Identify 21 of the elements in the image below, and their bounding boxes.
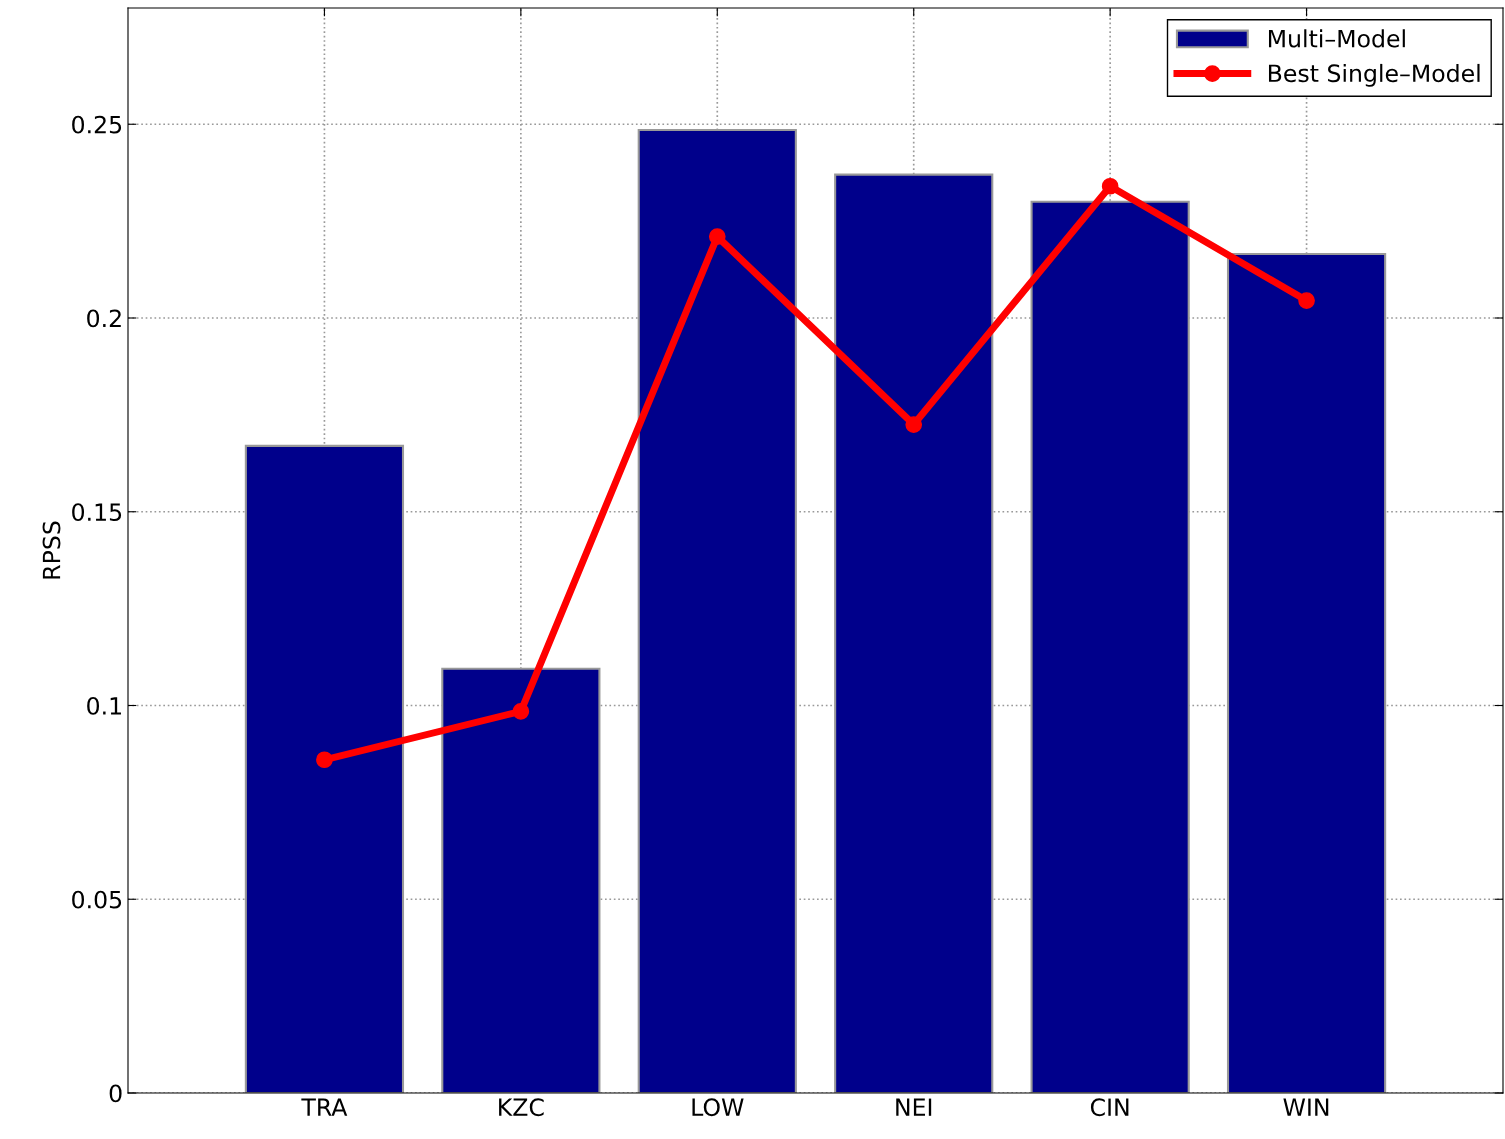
legend-label: Multi–Model — [1268, 29, 1405, 48]
y-tick-label: 0 — [109, 1084, 122, 1103]
x-tick-label: LOW — [692, 1098, 744, 1117]
point — [316, 751, 333, 769]
x-tick-label: TRA — [301, 1098, 348, 1116]
x-tick-label: CIN — [1090, 1098, 1129, 1117]
x-tick-label: NEI — [896, 1098, 932, 1116]
y-tick-label: 0.1 — [87, 696, 121, 715]
point — [512, 702, 530, 720]
y-tick-label: 0.2 — [87, 309, 121, 328]
legend-label: Best Single–Model — [1268, 63, 1480, 87]
y-tick-label: 0.15 — [72, 503, 122, 522]
point — [708, 228, 726, 245]
y-axis-title: RPSS — [42, 521, 61, 579]
point — [1298, 292, 1315, 309]
point — [1101, 177, 1119, 195]
point — [905, 416, 923, 433]
y-tick-label: 0.05 — [72, 890, 122, 909]
x-tick-label: WIN — [1283, 1098, 1329, 1116]
y-tick-label: 0.25 — [72, 115, 122, 134]
x-tick-label: KZC — [499, 1098, 544, 1117]
